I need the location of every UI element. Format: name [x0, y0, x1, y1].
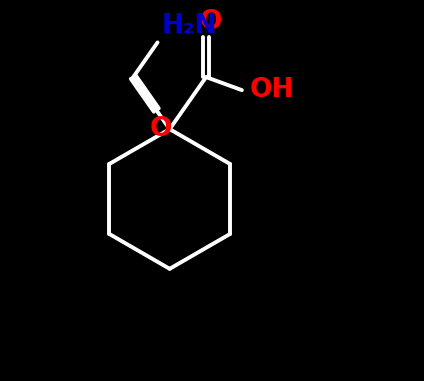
- Text: O: O: [200, 9, 223, 35]
- Text: O: O: [149, 116, 172, 142]
- Text: H₂N: H₂N: [162, 13, 217, 39]
- Text: OH: OH: [249, 77, 294, 103]
